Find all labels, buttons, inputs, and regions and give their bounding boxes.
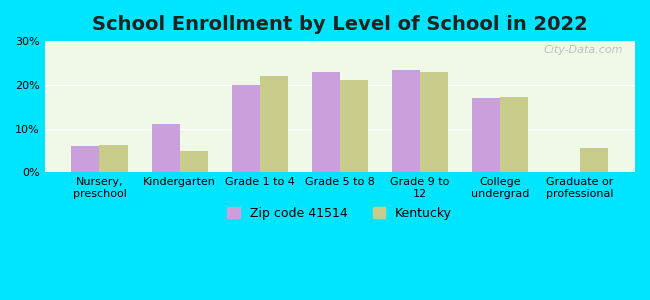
Bar bbox=[312, 72, 340, 172]
Bar bbox=[340, 80, 368, 172]
Bar bbox=[151, 124, 179, 172]
Bar bbox=[231, 85, 260, 172]
Title: School Enrollment by Level of School in 2022: School Enrollment by Level of School in … bbox=[92, 15, 588, 34]
Bar bbox=[472, 98, 500, 172]
Bar bbox=[72, 146, 99, 172]
Bar bbox=[580, 148, 608, 172]
Bar bbox=[260, 76, 288, 172]
Bar bbox=[500, 97, 528, 172]
Bar bbox=[99, 145, 127, 172]
Bar bbox=[392, 70, 420, 172]
Legend: Zip code 41514, Kentucky: Zip code 41514, Kentucky bbox=[222, 202, 457, 225]
Text: City-Data.com: City-Data.com bbox=[543, 45, 623, 55]
Bar bbox=[179, 151, 207, 172]
Bar bbox=[420, 72, 448, 172]
